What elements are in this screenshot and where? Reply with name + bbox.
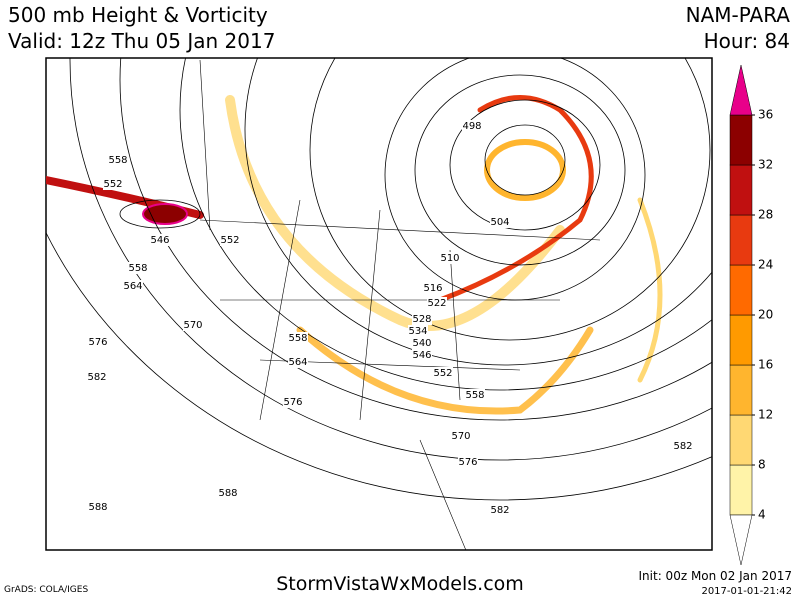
contour-label: 540 (412, 338, 431, 349)
contour-label: 558 (128, 263, 147, 274)
contour-label: 588 (88, 502, 107, 513)
colorbar-tick-label: 32 (758, 158, 773, 172)
contour-label-bg (288, 332, 308, 344)
contour-label-bg (465, 389, 485, 401)
contour-label: 570 (451, 431, 470, 442)
contour-label: 552 (103, 179, 122, 190)
contour-label: 558 (465, 390, 484, 401)
title: 500 mb Height & Vorticity (8, 3, 268, 27)
colorbar-tick-label: 28 (758, 208, 773, 222)
contour-label: 498 (462, 121, 481, 132)
contour-label-bg (88, 501, 108, 513)
contour-label: 504 (490, 217, 509, 228)
contour-label: 510 (440, 253, 459, 264)
vorticity (46, 95, 663, 415)
contour-label: 552 (433, 368, 452, 379)
colorbar-segment (729, 314, 753, 366)
colorbar-segment (729, 114, 753, 166)
height-contours (46, 58, 712, 501)
valid-time: Valid: 12z Thu 05 Jan 2017 (8, 29, 275, 53)
colorbar-under (729, 514, 753, 566)
contour-label: 582 (87, 372, 106, 383)
contour-label-bg (490, 216, 510, 228)
contour-label-bg (412, 349, 432, 361)
contour-label: 576 (283, 397, 302, 408)
contour-label: 558 (108, 155, 127, 166)
contour-label-bg (451, 430, 471, 442)
contour-label: 528 (412, 314, 431, 325)
colorbar-tick-label: 20 (758, 308, 773, 322)
contour-label-bg (433, 367, 453, 379)
colorbar-over (729, 64, 753, 116)
contour-label-bg (283, 396, 303, 408)
colorbar-tick-label: 12 (758, 408, 773, 422)
colorbar-tick-label: 24 (758, 258, 773, 272)
site-name: StormVistaWxModels.com (276, 573, 524, 595)
contour-label-bg (427, 297, 447, 309)
contour-label-bg (462, 120, 482, 132)
colorbar-segment (729, 164, 753, 216)
contour-label: 576 (88, 337, 107, 348)
contour-label: 582 (673, 441, 692, 452)
contour-label-bg (412, 337, 432, 349)
colorbar-segment (729, 414, 753, 466)
contour-label-bg (218, 487, 238, 499)
contour-label-bg (123, 280, 143, 292)
contour-label: 576 (458, 457, 477, 468)
colorbar-tick-label: 16 (758, 358, 773, 372)
colorbar-segment (729, 264, 753, 316)
contour-label-bg (288, 356, 308, 368)
contour-label-bg (87, 371, 107, 383)
contour-label-bg (220, 234, 240, 246)
contour-label-bg (423, 282, 443, 294)
contour-label-bg (88, 336, 108, 348)
contour-label-bg (458, 456, 478, 468)
contour-label: 534 (408, 326, 427, 337)
colorbar-segment (729, 214, 753, 266)
contour-label: 558 (288, 333, 307, 344)
contour-label-bg (108, 154, 128, 166)
contour-label: 522 (427, 298, 446, 309)
contour-label-bg (412, 313, 432, 325)
contour-label: 546 (412, 350, 431, 361)
timestamp: 2017-01-01-21:42 (701, 586, 792, 597)
contour-label: 564 (123, 281, 142, 292)
contour-label: 546 (150, 235, 169, 246)
contour-label: 582 (490, 505, 509, 516)
contour-label: 570 (183, 320, 202, 331)
init-time: Init: 00z Mon 02 Jan 2017 (639, 569, 792, 583)
credit: GrADS: COLA/IGES (4, 585, 88, 595)
colorbar-tick-label: 36 (758, 108, 773, 122)
contour-label-bg (183, 319, 203, 331)
contour-label: 588 (218, 488, 237, 499)
state-borders (199, 59, 601, 550)
contour-label-bg (150, 234, 170, 246)
model-name: NAM-PARA (686, 3, 791, 27)
contour-label-bg (408, 325, 428, 337)
contour-label-bg (490, 504, 510, 516)
forecast-hour: Hour: 84 (704, 29, 790, 53)
colorbar: 4 8 12 16 20 24 28 32 36 (729, 64, 773, 566)
contour-label: 516 (423, 283, 442, 294)
contour-label-bg (673, 440, 693, 452)
colorbar-tick-label: 4 (758, 508, 766, 522)
contour-label: 564 (288, 357, 307, 368)
contour-label-bg (128, 262, 148, 274)
contour-label: 552 (220, 235, 239, 246)
contour-label-bg (440, 252, 460, 264)
colorbar-tick-label: 8 (758, 458, 766, 472)
colorbar-segment (729, 364, 753, 416)
colorbar-segment (729, 464, 753, 516)
contour-label-bg (103, 178, 123, 190)
